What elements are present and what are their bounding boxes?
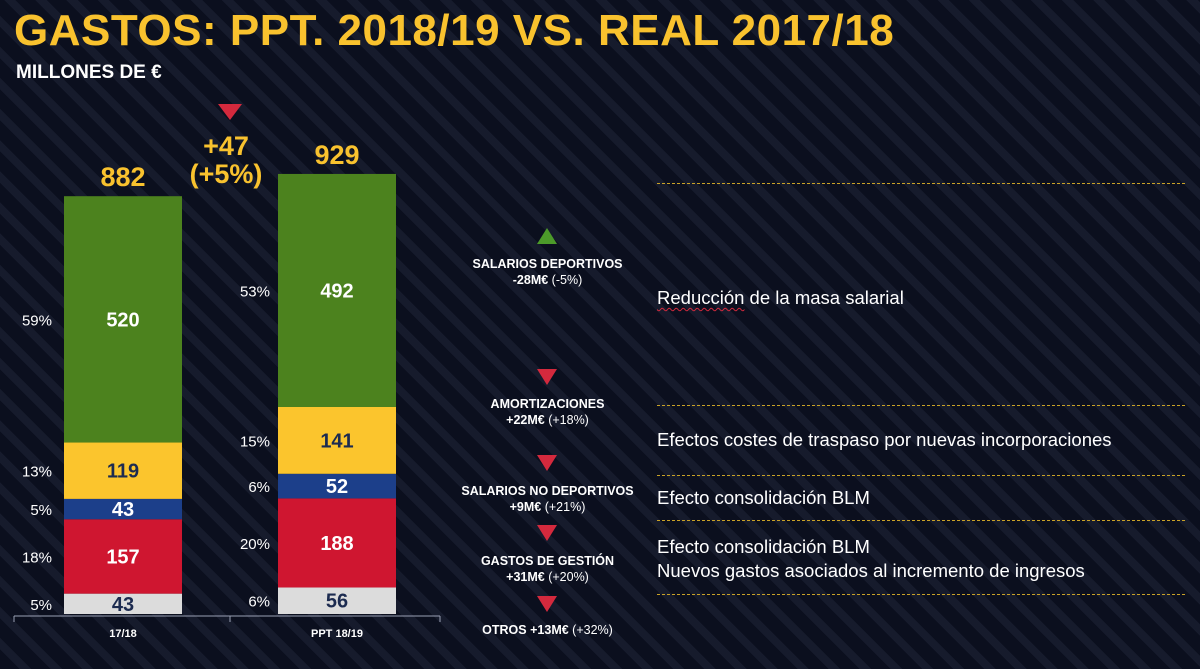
bar-value-label: 56 bbox=[326, 591, 348, 613]
total-change-pct: (+5%) bbox=[189, 159, 263, 189]
change-pct: (+32%) bbox=[572, 623, 613, 637]
separator-line bbox=[657, 405, 1185, 406]
change-gastos-gestion: GASTOS DE GESTIÓN +31M€ (+20%) bbox=[420, 553, 675, 585]
separator-line bbox=[657, 183, 1185, 184]
bar-ppt1819-segment-otros bbox=[278, 587, 396, 614]
bar-pct-label: 13% bbox=[22, 464, 52, 481]
explanation-salarios-deportivos: Reducción de la masa salarial bbox=[657, 286, 904, 310]
explanation-keyword: Reducción bbox=[657, 287, 745, 308]
bar-pct-label: 6% bbox=[248, 594, 270, 611]
change-otros: OTROS +13M€ (+32%) bbox=[420, 622, 675, 638]
chart-subtitle: MILLONES DE € bbox=[16, 62, 162, 83]
down-arrow-icon bbox=[537, 525, 557, 541]
change-name: SALARIOS NO DEPORTIVOS bbox=[461, 484, 634, 498]
bar-pct-label: 53% bbox=[240, 283, 270, 300]
bar-pct-label: 18% bbox=[22, 549, 52, 566]
explanation-amortizaciones: Efectos costes de traspaso por nuevas in… bbox=[657, 429, 1112, 450]
separator-line bbox=[657, 594, 1185, 595]
bar-ppt1819-segment-gastos-de-gestión bbox=[278, 498, 396, 588]
down-arrow-icon bbox=[537, 369, 557, 385]
bar-pct-label: 15% bbox=[240, 433, 270, 450]
total-change: +47 (+5%) bbox=[170, 132, 282, 188]
bar-pct-label: 5% bbox=[30, 502, 52, 519]
bar-value-label: 141 bbox=[320, 430, 353, 452]
bar-1718-segment-salarios-deportivos bbox=[64, 196, 182, 443]
explanation-text: de la masa salarial bbox=[744, 287, 904, 308]
change-name: OTROS bbox=[482, 623, 527, 637]
bar-value-label: 43 bbox=[112, 499, 134, 521]
bar-1718-segment-gastos-de-gestión bbox=[64, 519, 182, 594]
bar-ppt1819-segment-salarios-no-deportivos bbox=[278, 473, 396, 499]
down-arrow-icon bbox=[537, 455, 557, 471]
down-arrow-icon bbox=[537, 596, 557, 612]
change-name: GASTOS DE GESTIÓN bbox=[480, 554, 615, 568]
change-name: AMORTIZACIONES bbox=[490, 397, 605, 411]
bar-1718-segment-amortizaciones bbox=[64, 442, 182, 499]
bar-total-label: 882 bbox=[100, 162, 145, 192]
separator-line bbox=[657, 475, 1185, 476]
bar-value-label: 52 bbox=[326, 476, 348, 498]
change-pct: (-5%) bbox=[551, 273, 583, 287]
change-value: +13M€ bbox=[530, 623, 569, 637]
change-value: +9M€ bbox=[509, 500, 542, 514]
bar-pct-label: 59% bbox=[22, 312, 52, 329]
chart-title: GASTOS: PPT. 2018/19 VS. REAL 2017/18 bbox=[14, 6, 895, 55]
change-pct: (+21%) bbox=[544, 500, 586, 514]
change-pct: (+18%) bbox=[548, 413, 589, 427]
total-change-value: +47 bbox=[203, 131, 249, 161]
bar-1718-segment-otros bbox=[64, 593, 182, 614]
change-amortizaciones: AMORTIZACIONES +22M€ (+18%) bbox=[420, 396, 675, 428]
change-value: -28M€ bbox=[512, 273, 549, 287]
change-pct: (+20%) bbox=[548, 570, 589, 584]
change-name: SALARIOS DEPORTIVOS bbox=[472, 257, 623, 271]
explanation-salarios-no-deportivos: Efecto consolidación BLM bbox=[657, 487, 870, 508]
bar-value-label: 119 bbox=[107, 461, 139, 483]
up-arrow-icon bbox=[537, 228, 557, 244]
bar-pct-label: 20% bbox=[240, 536, 270, 553]
bar-1718-segment-salarios-no-deportivos bbox=[64, 498, 182, 520]
category-label: PPT 18/19 bbox=[311, 628, 363, 640]
bar-value-label: 492 bbox=[320, 280, 353, 302]
bar-pct-label: 5% bbox=[30, 597, 52, 614]
bar-pct-label: 6% bbox=[248, 479, 270, 496]
bar-value-label: 188 bbox=[320, 533, 353, 555]
change-salarios-no-deportivos: SALARIOS NO DEPORTIVOS +9M€ (+21%) bbox=[420, 483, 675, 515]
category-label: 17/18 bbox=[109, 628, 137, 640]
total-change-down-icon bbox=[218, 104, 242, 120]
explanation-gastos-gestion-1: Efecto consolidación BLM bbox=[657, 536, 870, 557]
separator-line bbox=[657, 520, 1185, 521]
change-value: +22M€ bbox=[506, 413, 545, 427]
bar-value-label: 157 bbox=[106, 546, 139, 568]
bar-total-label: 929 bbox=[314, 140, 359, 170]
bar-ppt1819-segment-amortizaciones bbox=[278, 406, 396, 474]
bar-ppt1819-segment-salarios-deportivos bbox=[278, 173, 396, 407]
bar-value-label: 520 bbox=[106, 309, 139, 331]
change-value: +31M€ bbox=[506, 570, 545, 584]
bar-value-label: 43 bbox=[112, 594, 134, 616]
explanation-gastos-gestion-2: Nuevos gastos asociados al incremento de… bbox=[657, 560, 1085, 581]
change-salarios-deportivos: SALARIOS DEPORTIVOS -28M€ (-5%) bbox=[420, 256, 675, 288]
